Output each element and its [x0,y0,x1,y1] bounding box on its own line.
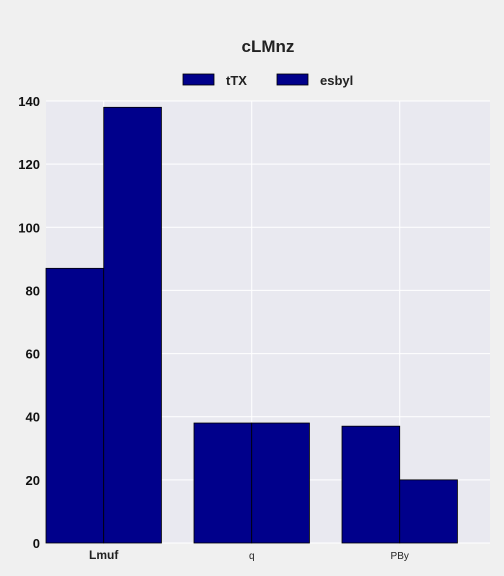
legend-label-esbyl: esbyl [320,73,353,88]
x-tick-label: q [249,551,255,562]
x-axis: Lmuf q PBy [89,548,409,562]
x-tick-label: PBy [391,551,409,562]
bar-esbyl-q [251,422,310,544]
y-tick-label: 100 [18,220,40,235]
legend-swatch-esbyl [276,73,309,86]
x-tick-label: Lmuf [89,548,119,562]
legend-label-tTX: tTX [226,73,247,88]
bar-tTX-Lmuf [45,267,105,544]
chart-title: cLMnz [242,37,295,56]
y-tick-label: 20 [26,473,40,488]
y-tick-label: 60 [26,347,40,362]
y-tick-label: 80 [26,283,40,298]
y-tick-label: 120 [18,157,40,172]
bar-esbyl-Lmuf [103,106,162,544]
legend-swatch-tTX [182,73,215,86]
bar-tTX-PBy [341,425,401,544]
legend: tTX esbyl [182,73,353,88]
y-axis: 0 20 40 60 80 100 120 140 [18,94,40,551]
y-tick-label: 140 [18,94,40,109]
bar-esbyl-PBy [399,479,458,544]
bars [45,106,458,544]
y-tick-label: 40 [26,410,40,425]
y-tick-label: 0 [33,536,40,551]
bar-tTX-q [193,422,253,544]
